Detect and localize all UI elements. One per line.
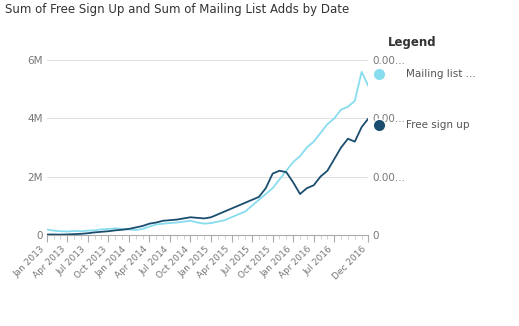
Free sign up: [50, 232, 57, 236]
Mailing list ...: [64, 230, 71, 233]
Mailing list ...: [310, 140, 317, 143]
Mailing list ...: [71, 229, 77, 233]
Text: Free sign up: Free sign up: [406, 120, 469, 130]
Mailing list ...: [99, 227, 105, 231]
Mailing list ...: [242, 210, 249, 214]
Mailing list ...: [91, 229, 98, 232]
Mailing list ...: [119, 227, 125, 231]
Mailing list ...: [181, 220, 187, 224]
Mailing list ...: [126, 228, 132, 231]
Line: Mailing list ...: Mailing list ...: [47, 72, 368, 231]
Mailing list ...: [359, 70, 365, 74]
Mailing list ...: [263, 192, 269, 196]
Mailing list ...: [160, 222, 166, 226]
Mailing list ...: [269, 186, 276, 190]
Free sign up: [44, 233, 50, 237]
Mailing list ...: [324, 122, 331, 126]
Free sign up: [338, 145, 344, 149]
Mailing list ...: [105, 227, 112, 231]
Free sign up: [57, 233, 63, 237]
Mailing list ...: [222, 218, 228, 222]
Mailing list ...: [290, 160, 296, 164]
Mailing list ...: [208, 221, 214, 225]
Free sign up: [263, 186, 269, 190]
Mailing list ...: [318, 131, 324, 135]
Mailing list ...: [201, 222, 207, 226]
Free sign up: [420, 99, 427, 103]
Mailing list ...: [57, 229, 63, 233]
Mailing list ...: [235, 213, 241, 216]
Mailing list ...: [338, 108, 344, 111]
Mailing list ...: [352, 99, 358, 103]
Mailing list ...: [304, 145, 310, 149]
Free sign up: [187, 215, 194, 219]
Mailing list ...: [365, 84, 372, 88]
Mailing list ...: [44, 228, 50, 231]
Mailing list ...: [228, 215, 235, 219]
Text: Sum of Free Sign Up and Sum of Mailing List Adds by Date: Sum of Free Sign Up and Sum of Mailing L…: [5, 3, 349, 16]
Mailing list ...: [146, 225, 153, 229]
Mailing list ...: [297, 154, 303, 158]
Mailing list ...: [194, 221, 200, 225]
Mailing list ...: [345, 105, 351, 109]
Mailing list ...: [174, 221, 180, 225]
Text: Mailing list ...: Mailing list ...: [406, 69, 475, 79]
Mailing list ...: [256, 198, 262, 202]
Mailing list ...: [78, 229, 84, 233]
Free sign up: [413, 93, 419, 97]
Free sign up: [283, 170, 290, 174]
Mailing list ...: [153, 223, 159, 227]
Mailing list ...: [277, 177, 283, 181]
Mailing list ...: [132, 228, 139, 232]
Mailing list ...: [187, 219, 194, 223]
Line: Free sign up: Free sign up: [47, 95, 424, 235]
Free sign up: [297, 192, 303, 196]
Mailing list ...: [283, 169, 290, 173]
Mailing list ...: [249, 204, 255, 208]
Mailing list ...: [50, 229, 57, 233]
Mailing list ...: [167, 221, 173, 225]
Mailing list ...: [112, 226, 118, 230]
Mailing list ...: [85, 229, 91, 233]
Text: Legend: Legend: [388, 36, 437, 49]
Mailing list ...: [140, 227, 146, 231]
Mailing list ...: [215, 220, 221, 224]
Mailing list ...: [331, 116, 337, 120]
